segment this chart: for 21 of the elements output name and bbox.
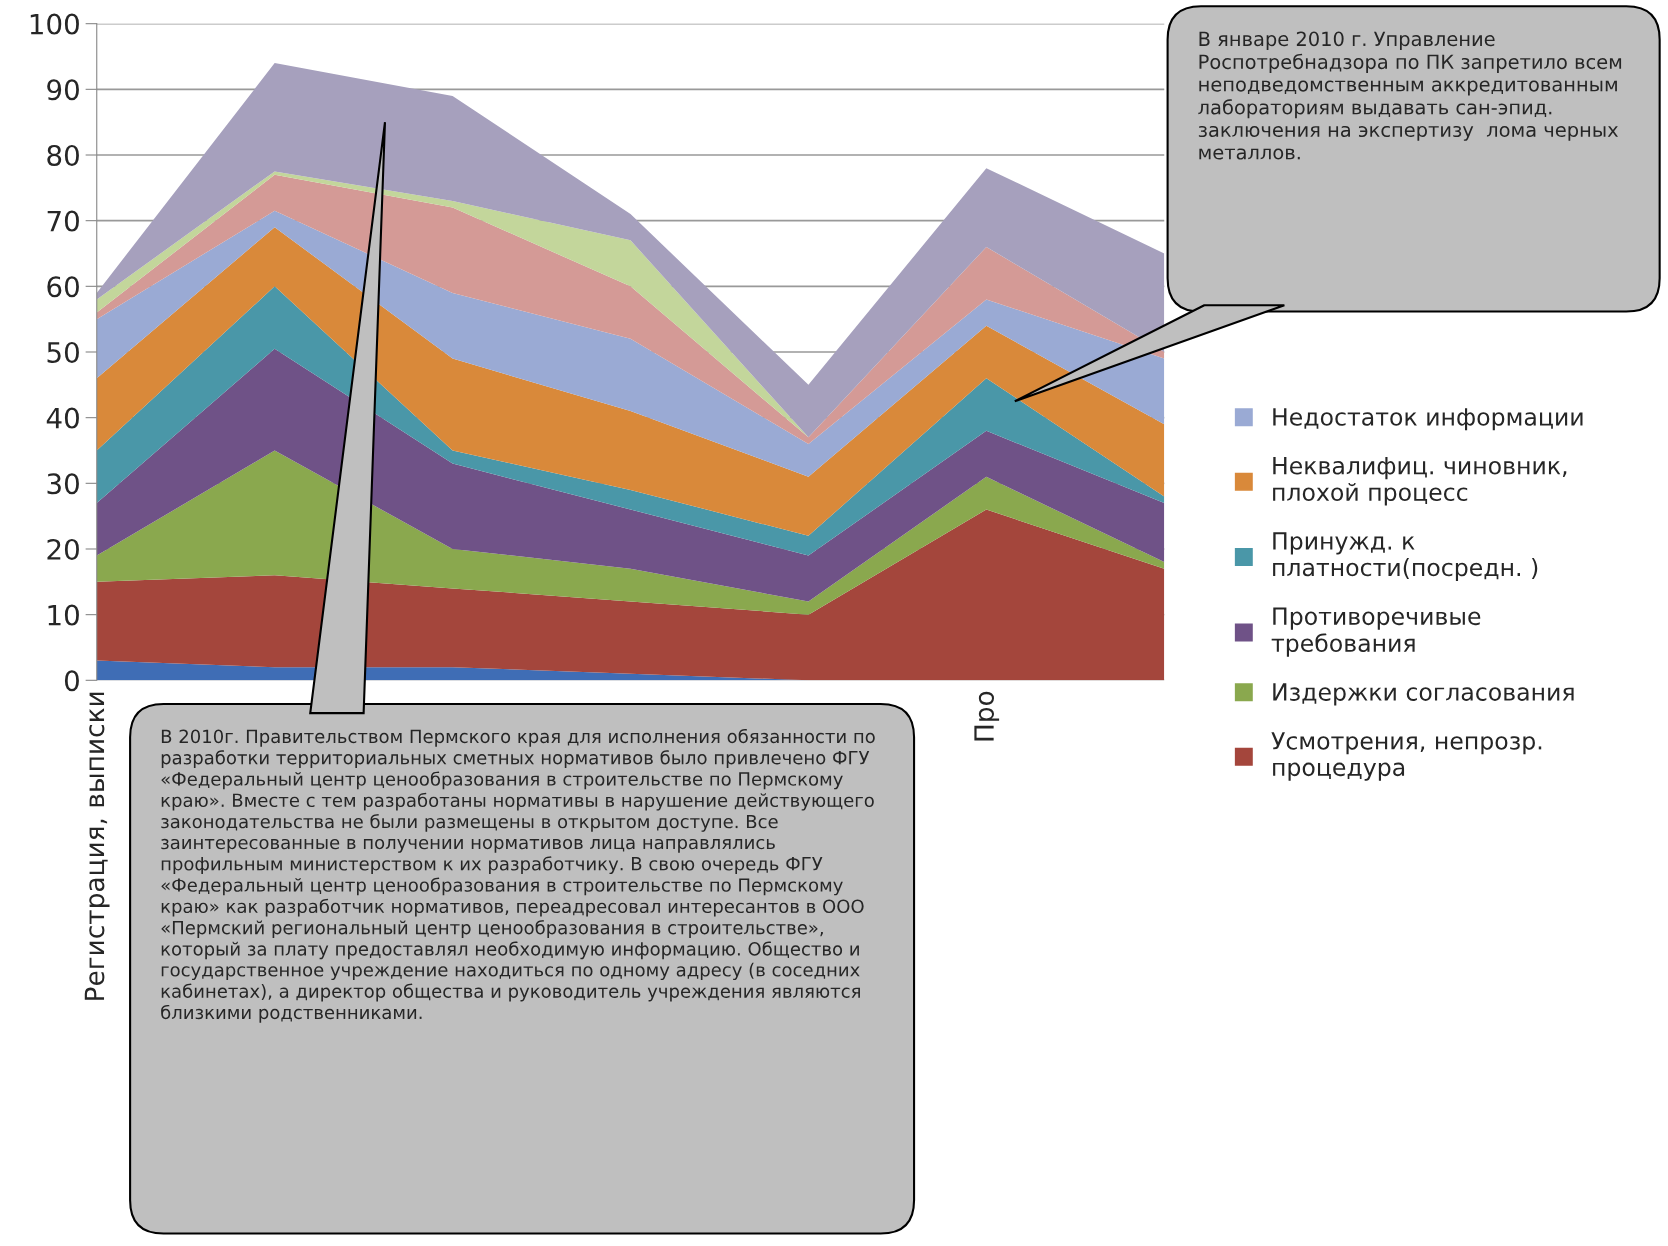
y-tick-label: 100 bbox=[30, 13, 79, 35]
y-tick-label: 10 bbox=[48, 604, 79, 626]
x-tick-label: Про bbox=[974, 691, 1000, 741]
y-tick-label: 0 bbox=[64, 670, 79, 692]
y-tick-label: 20 bbox=[47, 538, 79, 560]
y-tick-label: 40 bbox=[46, 407, 79, 429]
y-tick-label: 70 bbox=[47, 210, 79, 232]
y-tick-label: 60 bbox=[47, 276, 79, 298]
legend-label: Принужд. к платности(посредн. ) bbox=[1273, 532, 1538, 581]
y-tick-label: 30 bbox=[47, 473, 79, 495]
x-tick-label: Регистрация, выписки bbox=[84, 692, 110, 1000]
text: В январе 2010 г. Управление Роспотребнадзора по ПК запретило всем неподведомственным аккредитованным лабораториям выдавать сан-эпид. заключения на экспертизу лома черных металлов. bbox=[1198, 31, 1622, 160]
legend-label: Противоречивые требования bbox=[1271, 607, 1481, 657]
legend-label: Недостаток информации bbox=[1273, 408, 1583, 431]
legend-label: Неквалифиц. чиновник, плохой процесс bbox=[1273, 457, 1567, 506]
legend-label: Усмотрения, непрозр. процедура bbox=[1271, 732, 1542, 781]
y-tick-label: 80 bbox=[47, 144, 79, 166]
text: В 2010г. Правительством Пермского края для исполнения обязанности по разработки территориальных сметных нормативов было привлечено ФГУ «Федеральный центр ценообразования в строительстве по Пермскому краю». Вместе с тем разработаны нормативы в нарушение действующего законодательства не были размещены в открытом доступе. Все заинтересованные в получении нормативов лица направлялись профильным министерством к их разработчику. В свою очередь ФГУ «Федеральный центр ценообразования в строительстве по Пермскому краю» как разработчик нормативов, переадресовал интересантов в ООО «Пермский региональный центр ценообразования в строительстве», который за плату предоставлял необходимую информацию. Общество и государственное учреждение находиться по одному адресу (в соседних кабинетах), а директор общества и руководитель учреждения являются близкими родственниками. bbox=[161, 728, 875, 1023]
legend-label: Издержки согласования bbox=[1273, 683, 1574, 706]
y-tick-label: 90 bbox=[47, 79, 79, 101]
y-tick-label: 50 bbox=[47, 341, 79, 363]
